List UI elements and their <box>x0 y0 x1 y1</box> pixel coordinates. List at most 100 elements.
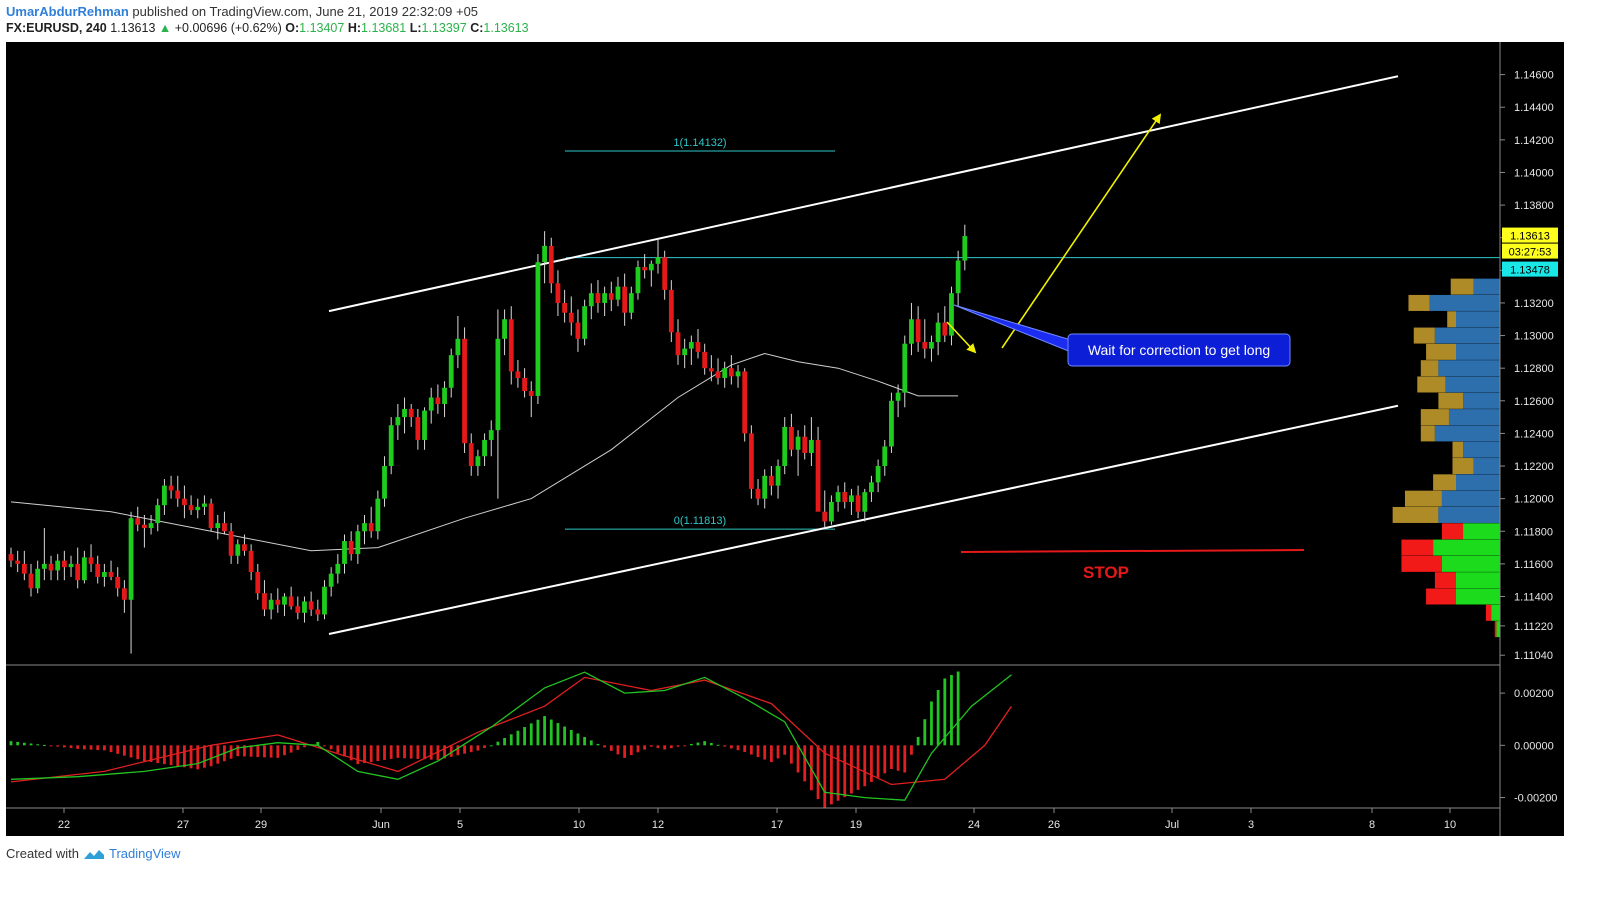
macd-histogram-bar <box>389 745 393 759</box>
candle-body <box>675 332 681 356</box>
macd-histogram-bar <box>383 745 386 760</box>
candle-body <box>488 430 494 440</box>
price-tick-label: 1.11600 <box>1514 559 1553 571</box>
macd-histogram-bar <box>463 745 466 754</box>
macd-histogram-bar <box>656 745 660 749</box>
time-tick-label: 22 <box>58 819 70 831</box>
tradingview-link[interactable]: TradingView <box>108 846 181 861</box>
price-tick-label: 1.11220 <box>1514 621 1553 633</box>
candle-body <box>415 417 421 440</box>
candle-body <box>849 495 854 502</box>
macd-tick-label: 0.00200 <box>1514 688 1554 700</box>
volume-profile-bar <box>1420 409 1449 426</box>
macd-histogram-bar <box>56 745 60 747</box>
volume-profile-bar <box>1404 490 1442 507</box>
macd-histogram-bar <box>669 745 673 749</box>
macd-histogram-bar <box>683 745 687 747</box>
volume-profile-bar <box>1441 523 1464 540</box>
volume-profile-bar <box>1441 555 1500 572</box>
price-chart[interactable]: 1(1.14132) 0(1.11813) Wait for correction … <box>6 42 1564 836</box>
volume-profile-bar <box>1441 490 1500 507</box>
candle-body <box>575 322 581 339</box>
macd-histogram-bar <box>576 733 580 746</box>
candle-body <box>728 368 734 377</box>
candle-body <box>168 485 174 491</box>
up-arrow-icon: ▲ <box>158 21 172 35</box>
macd-histogram-bar <box>943 678 947 746</box>
macd-histogram-bar <box>436 745 440 760</box>
candle-body <box>28 573 34 589</box>
candle-body <box>875 466 881 483</box>
candle-body <box>595 293 601 303</box>
candle-body <box>35 568 41 589</box>
candle-body <box>448 355 454 388</box>
candle-body <box>555 283 561 303</box>
volume-profile-bar <box>1420 425 1435 442</box>
candle-body <box>155 505 161 524</box>
candle-body <box>682 348 688 356</box>
macd-histogram-bar <box>723 745 727 747</box>
candle-body <box>855 495 861 512</box>
author-name[interactable]: UmarAbdurRehman <box>6 4 129 19</box>
volume-profile-bar <box>1463 523 1500 540</box>
macd-histogram-bar <box>69 745 73 749</box>
volume-profile-bar <box>1401 555 1442 572</box>
candle-body <box>962 236 968 261</box>
candle-body <box>95 563 101 577</box>
macd-histogram-bar <box>603 745 607 748</box>
macd-histogram-bar <box>896 745 900 771</box>
candle-body <box>775 466 781 486</box>
time-tick-label: 3 <box>1248 819 1254 831</box>
macd-histogram-bar <box>196 745 200 770</box>
price-tick-label: 1.14200 <box>1514 135 1554 147</box>
macd-histogram-bar <box>789 745 793 764</box>
macd-histogram-bar <box>109 745 113 753</box>
time-tick-label: 19 <box>850 819 862 831</box>
volume-profile-bar <box>1456 474 1500 491</box>
candle-body <box>715 371 721 378</box>
macd-histogram-bar <box>229 745 233 759</box>
macd-histogram-bar <box>910 745 913 755</box>
macd-histogram-bar <box>696 742 700 746</box>
macd-histogram-bar <box>763 745 767 760</box>
candle-body <box>602 293 608 303</box>
candle-body <box>455 338 461 356</box>
time-tick-label: 10 <box>1444 819 1456 831</box>
candle-body <box>182 498 187 506</box>
volume-profile-bar <box>1452 441 1464 458</box>
macd-histogram-bar <box>583 736 587 746</box>
candle-body <box>55 560 61 571</box>
candle-body <box>748 433 754 489</box>
candle-body <box>41 563 47 569</box>
candle-body <box>101 572 107 577</box>
volume-profile-bar <box>1433 539 1500 556</box>
symbol-info: FX:EURUSD, 240 1.13613 ▲ +0.00696 (+0.62… <box>6 21 529 35</box>
price-tick-label: 1.11400 <box>1514 592 1553 604</box>
volume-profile-bar <box>1429 294 1500 311</box>
fib-level-label: 0(1.11813) <box>674 515 726 527</box>
level-badge-text: 1.13478 <box>1510 265 1550 277</box>
macd-histogram-bar <box>289 745 293 753</box>
volume-profile-bar <box>1426 588 1456 605</box>
candle-body <box>262 593 267 610</box>
candle-body <box>215 523 221 529</box>
macd-histogram-bar <box>363 745 366 764</box>
macd-histogram-bar <box>863 745 867 787</box>
macd-histogram-bar <box>369 745 373 763</box>
volume-profile-bar <box>1473 278 1500 295</box>
candle-body <box>342 541 347 564</box>
macd-histogram-bar <box>183 745 186 768</box>
candle-body <box>802 436 808 453</box>
macd-histogram-bar <box>643 745 647 750</box>
countdown-badge-text: 03:27:53 <box>1509 247 1552 259</box>
volume-profile-bar <box>1434 572 1456 589</box>
candle-body <box>115 576 121 589</box>
macd-histogram-bar <box>469 745 473 753</box>
candle-body <box>815 439 821 512</box>
candle-body <box>475 456 481 467</box>
fib-level-label: 1(1.14132) <box>673 137 726 149</box>
macd-histogram-bar <box>296 745 300 750</box>
macd-tick-label: 0.00000 <box>1514 740 1554 752</box>
volume-profile-bar <box>1496 621 1500 638</box>
macd-histogram-bar <box>830 745 833 805</box>
